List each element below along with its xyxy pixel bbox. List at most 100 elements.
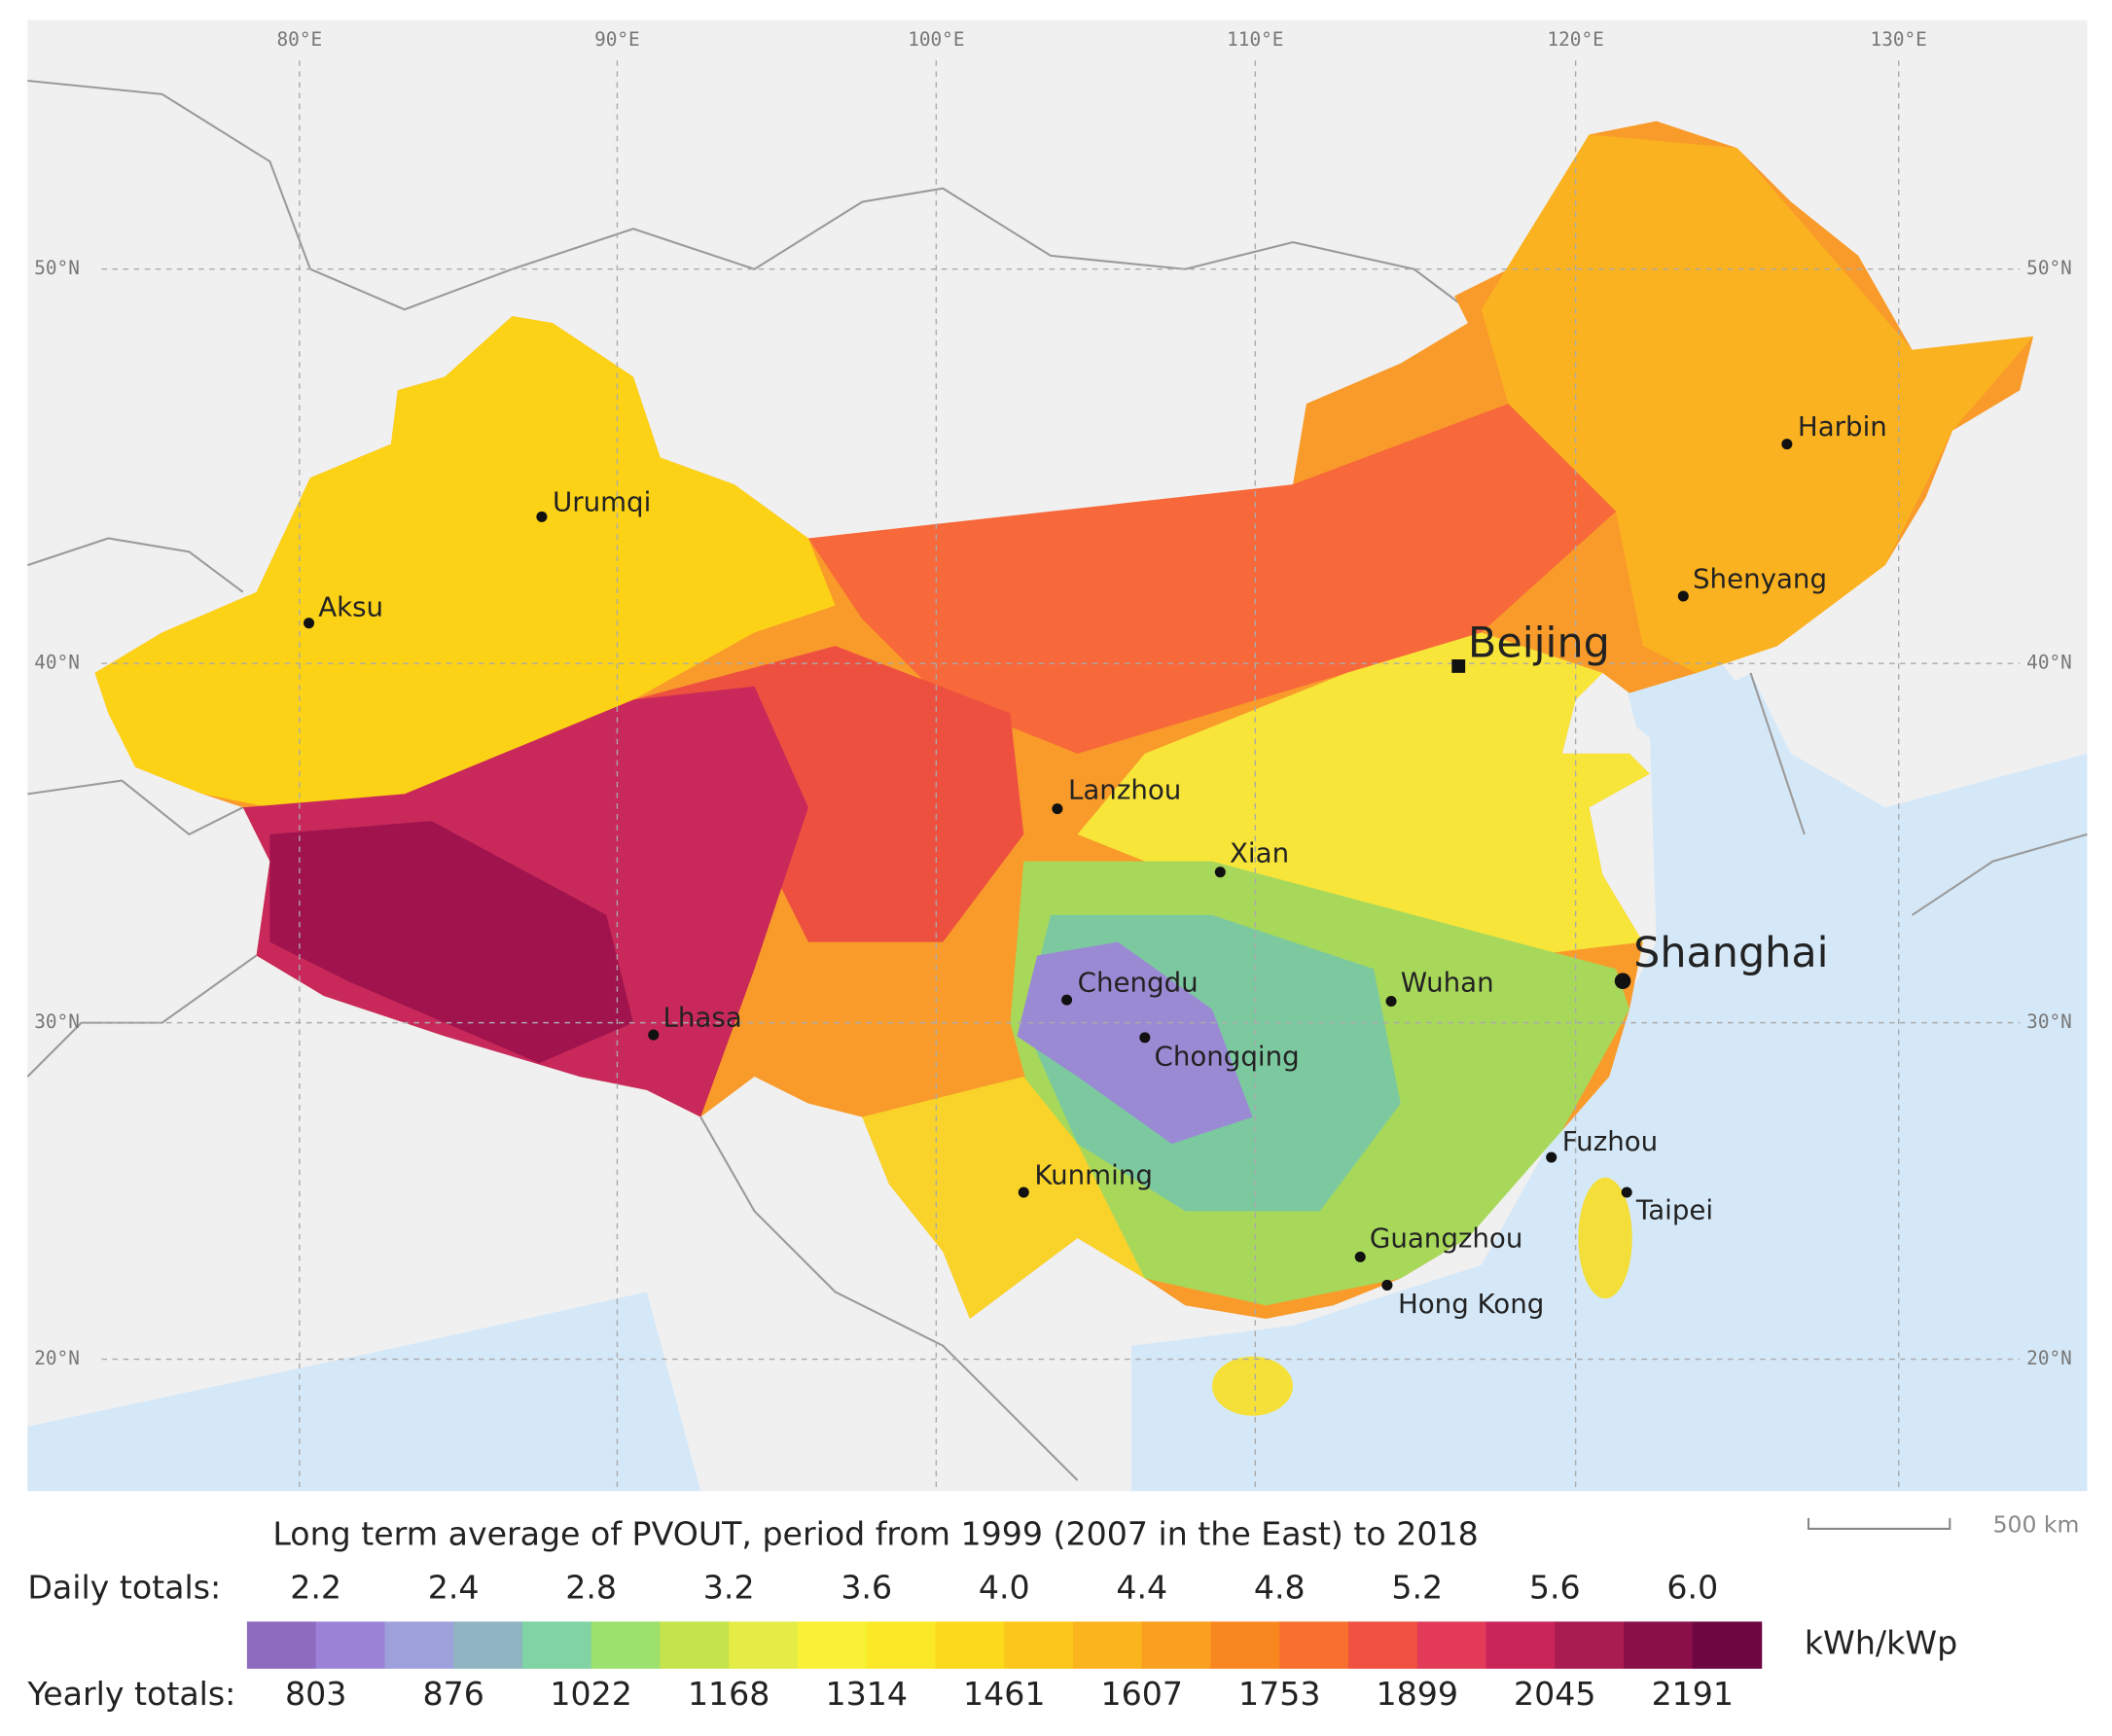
city-label: Xian [1230,837,1289,869]
city-label: Beijing [1468,620,1610,668]
city-label: Lanzhou [1068,774,1181,806]
legend-swatch [1486,1621,1556,1669]
city-marker [1381,1279,1393,1291]
latitude-label: 30°N [2026,1010,2072,1033]
longitude-label: 130°E [1871,28,1927,51]
border [1749,672,1806,835]
sichuan [1017,941,1253,1145]
legend-swatch [729,1621,799,1669]
latitude-label: 20°N [2026,1347,2072,1369]
hainan [1212,1356,1294,1416]
city-label: Shenyang [1693,562,1827,594]
scale-label: 500 km [1993,1511,2080,1539]
city-label: Chengdu [1078,967,1199,999]
city-marker [1052,803,1063,815]
yearly-label: Yearly totals: [26,1675,235,1713]
tibet-core [269,821,634,1064]
daily-value: 4.0 [979,1569,1030,1607]
taiwan [1578,1177,1632,1299]
latitude-label: 50°N [34,257,80,279]
border [27,779,244,836]
border [26,954,258,1078]
city-marker [304,618,315,629]
daily-value: 3.2 [703,1569,755,1607]
legend-swatch [1348,1621,1418,1669]
border [27,79,1469,311]
city-marker [1354,1251,1366,1262]
northeast [1481,134,2034,673]
city-label: Harbin [1798,410,1887,443]
yearly-value: 1168 [688,1675,770,1713]
border [1911,833,2088,916]
city-label: Kunming [1034,1158,1153,1190]
city-marker [1781,439,1793,450]
borders [26,79,2088,1481]
daily-value: 2.8 [565,1569,617,1607]
legend-swatch [935,1621,1005,1669]
legend-swatch [1555,1621,1625,1669]
daily-value: 3.6 [841,1569,892,1607]
legend-swatch [384,1621,454,1669]
city-label: Fuzhou [1562,1125,1658,1157]
city-label: Hong Kong [1398,1288,1544,1320]
legend-swatch [591,1621,662,1669]
longitude-label: 90°E [594,28,640,51]
yearly-value: 1022 [550,1675,631,1713]
yearly-value: 2191 [1652,1675,1734,1713]
latitude-label: 40°N [2026,652,2072,674]
longitude-label: 80°E [277,28,323,51]
scale-bar-line [1807,1517,1951,1530]
legend-swatch [453,1621,523,1669]
unit-label: kWh/kWp [1805,1623,1957,1661]
yunnan [862,1076,1145,1320]
legend-swatch [1004,1621,1074,1669]
daily-value: 4.4 [1116,1569,1167,1607]
city-marker [1214,867,1226,878]
city-label: Lhasa [662,1001,741,1033]
daily-value: 2.2 [290,1569,341,1607]
legend-swatch [1624,1621,1694,1669]
legend-swatch [1141,1621,1212,1669]
city-marker [1061,994,1073,1006]
yearly-value: 876 [422,1675,483,1713]
yearly-value: 1461 [963,1675,1045,1713]
daily-value: 6.0 [1666,1569,1718,1607]
daily-value: 5.6 [1529,1569,1581,1607]
yearly-value: 2045 [1514,1675,1595,1713]
legend-swatch [1692,1621,1763,1669]
daily-value: 4.8 [1254,1569,1306,1607]
sea [1130,672,2088,1492]
longitude-label: 110°E [1227,28,1283,51]
longitude-label: 120°E [1547,28,1603,51]
pvout-regions [94,121,2034,1416]
yearly-value: 1753 [1238,1675,1320,1713]
latitude-label: 50°N [2026,257,2072,279]
yearly-value: 1899 [1377,1675,1458,1713]
city-marker [648,1029,660,1041]
legend-swatch [1210,1621,1280,1669]
cities: Urumqi Aksu Beijing Harbin Shenyang Lanzhou Xi… [304,410,1887,1320]
border [699,1116,1079,1481]
daily-value: 5.2 [1391,1569,1443,1607]
latitude-label: 30°N [34,1010,80,1033]
city-label: Wuhan [1401,967,1494,999]
city-marker [1546,1151,1557,1163]
north-band [807,404,1617,754]
legend-swatch [1279,1621,1349,1669]
city-label: Chongqing [1155,1041,1300,1073]
city-marker [1451,659,1466,673]
city-label: Shanghai [1633,929,1828,977]
city-marker [1677,590,1689,602]
city-label: Taipei [1635,1193,1713,1225]
city-marker [1018,1187,1029,1198]
legend-swatch [246,1621,317,1669]
city-label: Aksu [318,590,383,622]
city-marker [536,511,548,522]
legend-swatch [315,1621,386,1669]
yearly-value: 803 [285,1675,346,1713]
scale-bar [1807,1517,1951,1530]
city-marker [1621,1187,1632,1198]
sea [27,1292,701,1492]
